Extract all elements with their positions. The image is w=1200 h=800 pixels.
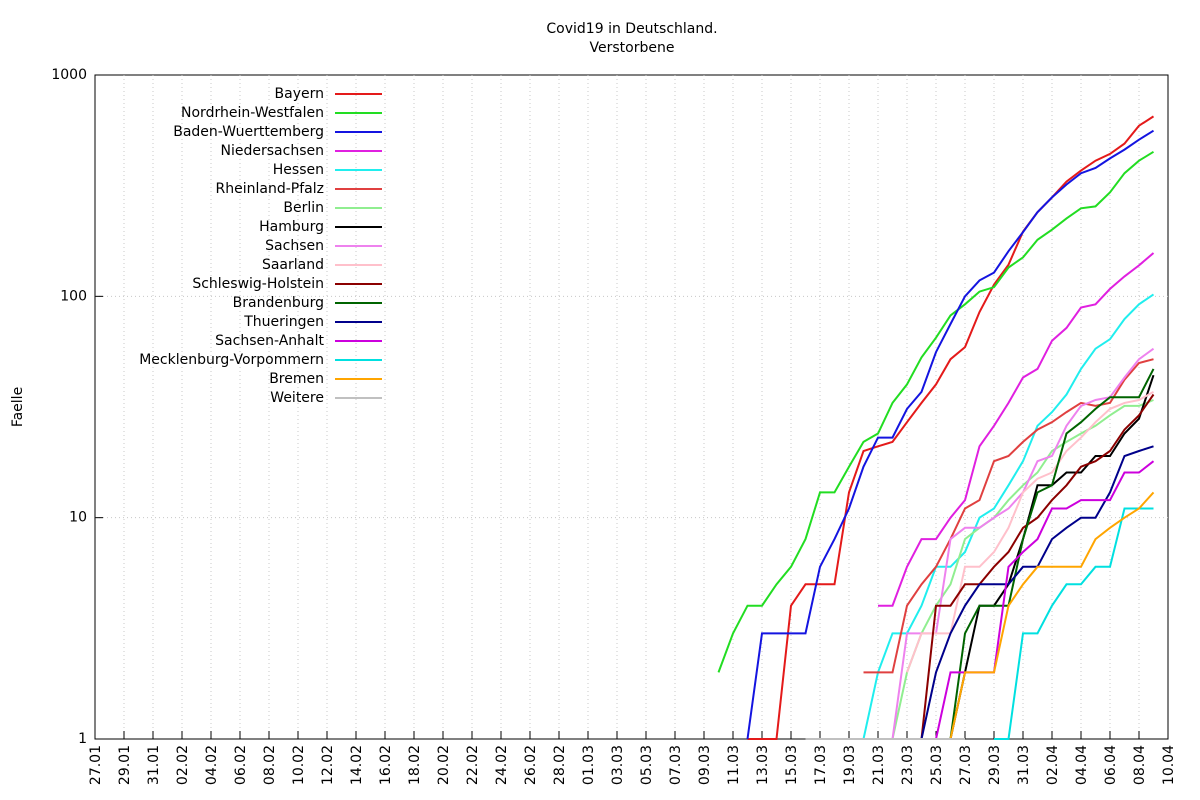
x-tick-label: 27.03 [958, 745, 974, 785]
x-tick-label: 06.04 [1103, 745, 1119, 785]
x-tick-label: 08.04 [1132, 745, 1148, 785]
legend-label: Baden-Wuerttemberg [173, 124, 324, 140]
x-tick-label: 24.02 [494, 745, 510, 785]
legend-label: Thueringen [243, 314, 324, 330]
legend-label: Hessen [273, 162, 324, 178]
x-tick-label: 14.02 [349, 745, 365, 785]
x-tick-label: 06.02 [233, 745, 249, 785]
x-tick-label: 08.02 [262, 745, 278, 785]
x-tick-label: 09.03 [697, 745, 713, 785]
x-tick-label: 03.03 [610, 745, 626, 785]
legend-label: Schleswig-Holstein [192, 276, 324, 292]
legend-label: Bremen [269, 371, 324, 387]
series-line [906, 391, 1154, 673]
series-line [717, 150, 1155, 673]
x-tick-label: 02.02 [175, 745, 191, 785]
x-tick-label: 15.03 [784, 745, 800, 785]
x-tick-label: 11.03 [726, 745, 742, 785]
x-tick-label: 12.02 [320, 745, 336, 785]
legend-label: Rheinland-Pfalz [216, 181, 324, 197]
legend-label: Niedersachsen [221, 143, 324, 159]
x-tick-label: 18.02 [407, 745, 423, 785]
series-line [746, 129, 1155, 740]
x-tick-label: 04.02 [204, 745, 220, 785]
legend-label: Hamburg [259, 219, 324, 235]
legend-label: Sachsen [265, 238, 324, 254]
y-tick-label: 100 [60, 288, 87, 304]
y-axis-label: Faelle [10, 387, 26, 427]
y-tick-label: 10 [69, 510, 87, 526]
x-tick-label: 31.01 [146, 745, 162, 785]
chart-title: Covid19 in Deutschland. [546, 21, 717, 37]
x-tick-label: 31.03 [1016, 745, 1032, 785]
legend-label: Weitere [270, 390, 324, 406]
x-tick-label: 02.04 [1045, 745, 1061, 785]
x-tick-label: 22.02 [465, 745, 481, 785]
series-line [949, 491, 1155, 740]
x-tick-label: 20.02 [436, 745, 452, 785]
legend-label: Berlin [283, 200, 324, 216]
x-tick-label: 26.02 [523, 745, 539, 785]
series-line [863, 358, 1154, 674]
plot-frame [94, 74, 1169, 740]
chart-subtitle: Verstorbene [590, 40, 675, 56]
legend-label: Brandenburg [233, 295, 324, 311]
legend-label: Mecklenburg-Vorpommern [139, 352, 324, 368]
y-tick-label: 1 [78, 731, 87, 747]
x-tick-label: 28.02 [552, 745, 568, 785]
x-tick-label: 23.03 [900, 745, 916, 785]
x-tick-label: 07.03 [668, 745, 684, 785]
x-tick-label: 01.03 [581, 745, 597, 785]
x-tick-label: 27.01 [88, 745, 104, 785]
x-tick-label: 21.03 [871, 745, 887, 785]
x-tick-label: 29.01 [117, 745, 133, 785]
series-line [878, 252, 1155, 607]
legend-label: Bayern [275, 86, 324, 102]
x-tick-label: 04.04 [1074, 745, 1090, 785]
x-tick-label: 13.03 [755, 745, 771, 785]
x-tick-label: 16.02 [378, 745, 394, 785]
x-tick-label: 05.03 [639, 745, 655, 785]
series-line [862, 293, 1155, 740]
x-tick-label: 29.03 [987, 745, 1003, 785]
x-tick-label: 10.02 [291, 745, 307, 785]
legend-label: Saarland [262, 257, 324, 273]
series-line [936, 374, 1155, 740]
legend-label: Sachsen-Anhalt [215, 333, 324, 349]
y-tick-label: 1000 [51, 67, 87, 83]
x-tick-label: 10.04 [1161, 745, 1177, 785]
x-tick-label: 19.03 [842, 745, 858, 785]
legend-label: Nordrhein-Westfalen [181, 105, 324, 121]
series-line [949, 368, 1155, 740]
series-line [994, 507, 1154, 740]
x-tick-label: 25.03 [929, 745, 945, 785]
series-line [920, 393, 1155, 740]
x-tick-label: 17.03 [813, 745, 829, 785]
